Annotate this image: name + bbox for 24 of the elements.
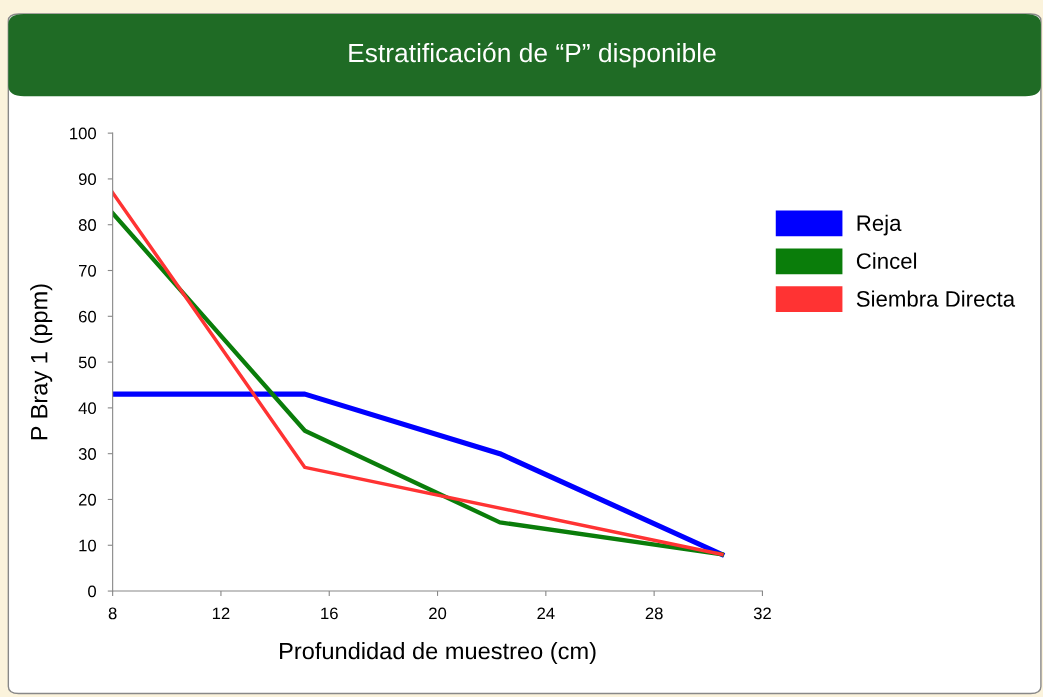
legend-label: Siembra Directa: [856, 290, 1016, 307]
x-tick-label: 8: [108, 607, 117, 620]
x-tick-label: 24: [537, 607, 555, 620]
x-tick-label: 28: [645, 607, 663, 620]
legend-label: Reja: [857, 214, 902, 236]
legend-label: Cincel: [856, 252, 917, 269]
y-axis-title: P Bray 1 (ppm): [30, 284, 53, 440]
x-tick-label: 32: [753, 607, 771, 620]
y-tick-label: 10: [79, 539, 97, 552]
y-tick-label: 60: [78, 310, 97, 323]
y-tick-label: 50: [78, 356, 97, 369]
y-tick-label: 70: [78, 264, 97, 277]
y-tick-label: 80: [78, 219, 97, 231]
y-tick-label: 20: [78, 493, 97, 506]
y-tick-label: 40: [78, 402, 97, 415]
x-tick-label: 12: [212, 607, 230, 620]
x-axis-title: Profundidad de muestreo (cm): [280, 642, 596, 665]
x-tick-label: 16: [321, 607, 338, 620]
y-tick-label: 30: [78, 448, 97, 460]
y-tick-label: 0: [88, 585, 97, 598]
x-tick-label: 20: [429, 607, 447, 620]
y-tick-label: 100: [70, 127, 97, 140]
y-tick-label: 90: [78, 173, 97, 186]
chart-title: Estratificación de “P” disponible: [349, 42, 716, 68]
